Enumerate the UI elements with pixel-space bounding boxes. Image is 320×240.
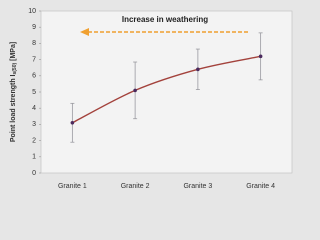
x-tick-label: Granite 1	[58, 183, 87, 190]
y-tick-label: 9	[32, 24, 36, 31]
point	[70, 120, 75, 125]
x-tick-label: Granite 3	[183, 183, 212, 190]
y-tick-label: 7	[32, 56, 36, 63]
arrow-head	[80, 28, 89, 36]
y-tick-label: 5	[32, 89, 36, 96]
x-tick-label: Granite 4	[246, 183, 275, 190]
y-tick-label: 10	[28, 8, 36, 15]
y-tick-label: 3	[32, 121, 36, 128]
y-label-part: Point load strength I	[10, 74, 17, 142]
annotation: Increase in weathering	[122, 15, 208, 24]
y-label-part: [MPa]	[10, 42, 17, 63]
point	[196, 67, 200, 72]
y-tick-label: 4	[32, 105, 36, 112]
plot-area	[40, 10, 293, 174]
x-tick-label: Granite 2	[121, 183, 150, 190]
y-tick-label: 0	[32, 170, 36, 177]
y-tick-label: 8	[32, 40, 36, 47]
point	[258, 54, 263, 59]
y-tick-label: 2	[32, 137, 36, 144]
page: Increase in weathering Point load streng…	[9, 7, 293, 190]
y-tick-label: 1	[32, 154, 36, 161]
y-tick-label: 6	[32, 73, 36, 80]
y-axis-label: Point load strength Is(50) [MPa]	[10, 42, 18, 142]
chart: Increase in weathering Point load streng…	[9, 7, 293, 190]
line	[72, 55, 261, 124]
y-label-sub: s(50)	[12, 63, 18, 75]
point	[133, 88, 137, 93]
